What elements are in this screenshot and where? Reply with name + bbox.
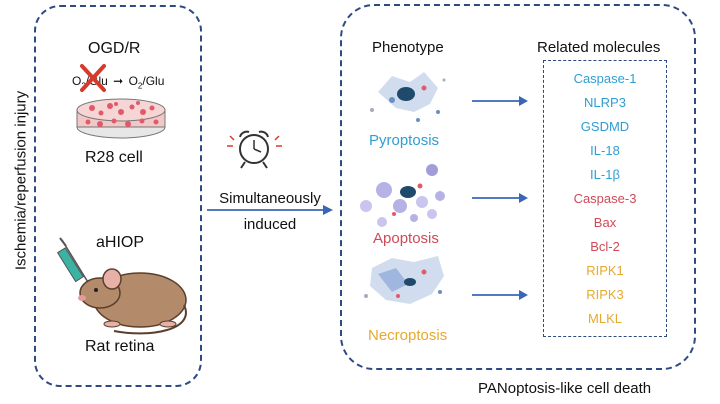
molecule-bax: Bax	[593, 215, 617, 230]
molecule-il-1b: IL-1β	[590, 167, 620, 182]
molecule-ripk3: RIPK3	[586, 287, 624, 302]
phenotype-apoptosis: Apoptosis	[373, 230, 439, 247]
ahiop-title: aHIOP	[96, 234, 145, 251]
middle-line1: Simultaneously	[219, 190, 321, 207]
left-panel	[34, 5, 202, 387]
ogd-to: O	[128, 74, 138, 88]
phenotype-header: Phenotype	[372, 39, 444, 56]
middle-line2: induced	[243, 216, 297, 233]
rat-label: Rat retina	[85, 338, 155, 355]
phenotype-pyroptosis: Pyroptosis	[369, 132, 440, 149]
side-label: Ischemia/reperfusion injury	[12, 90, 30, 271]
molecule-gsdmd: GSDMD	[580, 119, 630, 134]
ogd-to-sub: 2	[137, 81, 143, 91]
molecule-caspase-3: Caspase-3	[573, 191, 637, 206]
footer-label: PANoptosis-like cell death	[478, 380, 652, 397]
molecule-ripk1: RIPK1	[586, 263, 624, 278]
ogd-formula: O2/Glu ➞ O2/Glu	[72, 74, 164, 90]
molecule-mlkl: MLKL	[588, 311, 622, 326]
ogd-title: OGD/R	[88, 40, 141, 57]
ogd-from-tail: /Glu	[85, 74, 108, 88]
ogd-from: O	[72, 74, 82, 88]
molecule-nlrp3: NLRP3	[584, 95, 626, 110]
molecule-bcl-2: Bcl-2	[590, 239, 620, 254]
molecules-header: Related molecules	[537, 39, 661, 56]
phenotype-necroptosis: Necroptosis	[368, 327, 448, 344]
molecule-il-18: IL-18	[590, 143, 620, 158]
cell-label: R28 cell	[85, 149, 143, 166]
ogd-to-tail: /Glu	[142, 74, 165, 88]
molecules-box: Caspase-1 NLRP3 GSDMD IL-18 IL-1β Caspas…	[543, 60, 667, 337]
arrow-right-icon: ➞	[113, 74, 124, 88]
molecule-caspase-1: Caspase-1	[573, 71, 637, 86]
right-panel	[340, 4, 696, 370]
